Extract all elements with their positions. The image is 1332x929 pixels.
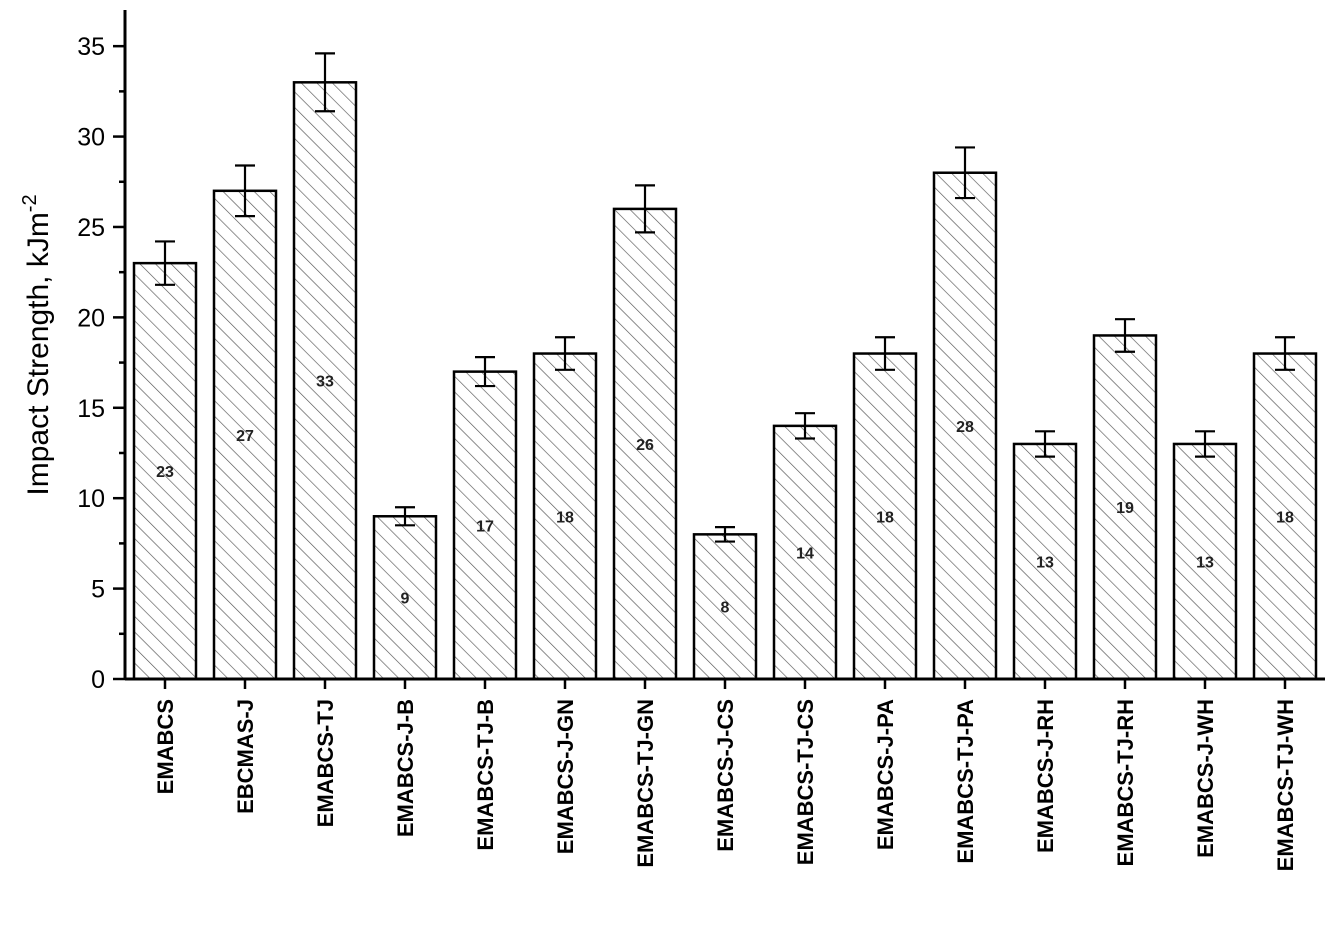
bar-11 xyxy=(932,171,998,681)
bar-3 xyxy=(292,81,358,681)
y-tick-label-30: 30 xyxy=(77,124,105,152)
y-tick-label-35: 35 xyxy=(77,33,105,61)
x-tick-label-11: EMABCS-TJ-PA xyxy=(953,699,978,864)
x-tick-label-13: EMABCS-TJ-RH xyxy=(1113,699,1138,866)
value-label-13: 19 xyxy=(1116,500,1134,517)
bar-1 xyxy=(132,261,198,681)
x-tick-label-15: EMABCS-TJ-WH xyxy=(1273,699,1298,871)
y-tick-label-25: 25 xyxy=(77,214,105,242)
x-tick-label-8: EMABCS-J-CS xyxy=(713,699,738,852)
x-tick-label-3: EMABCS-TJ xyxy=(313,699,338,827)
x-tick-label-10: EMABCS-J-PA xyxy=(873,699,898,850)
value-label-6: 18 xyxy=(556,509,574,526)
x-tick-label-1: EMABCS xyxy=(153,699,178,794)
bar-15 xyxy=(1252,352,1318,681)
y-tick-label-10: 10 xyxy=(77,485,105,513)
value-label-2: 27 xyxy=(236,428,254,445)
bar-14 xyxy=(1172,442,1238,681)
bar-8 xyxy=(692,533,758,681)
value-label-12: 13 xyxy=(1036,554,1054,571)
x-tick-label-14: EMABCS-J-WH xyxy=(1193,699,1218,858)
x-tick-label-7: EMABCS-TJ-GN xyxy=(633,699,658,868)
value-label-14: 13 xyxy=(1196,554,1214,571)
y-axis-title: Impact Strength, kJm-2 xyxy=(19,194,55,495)
value-label-5: 17 xyxy=(476,518,494,535)
x-tick-label-6: EMABCS-J-GN xyxy=(553,699,578,854)
y-tick-label-0: 0 xyxy=(91,666,105,694)
bar-7 xyxy=(612,207,678,681)
y-tick-label-15: 15 xyxy=(77,395,105,423)
y-tick-label-5: 5 xyxy=(91,576,105,604)
value-label-15: 18 xyxy=(1276,509,1294,526)
value-label-4: 9 xyxy=(401,591,410,608)
value-label-11: 28 xyxy=(956,419,974,436)
y-tick-label-20: 20 xyxy=(77,304,105,332)
x-tick-label-4: EMABCS-J-B xyxy=(393,699,418,837)
x-tick-label-2: EBCMAS-J xyxy=(233,699,258,814)
bar-9 xyxy=(772,424,838,681)
x-tick-label-5: EMABCS-TJ-B xyxy=(473,699,498,851)
value-label-3: 33 xyxy=(316,374,334,391)
value-label-1: 23 xyxy=(156,464,174,481)
x-tick-label-9: EMABCS-TJ-CS xyxy=(793,699,818,865)
plot-area: 23 27 33 9 17 18 26 8 14 18 28 13 19 13 18 0 5 10 15 20 25 30… xyxy=(77,10,1325,871)
bar-12 xyxy=(1012,442,1078,681)
value-label-10: 18 xyxy=(876,509,894,526)
value-label-9: 14 xyxy=(796,545,814,562)
x-tick-label-12: EMABCS-J-RH xyxy=(1033,699,1058,853)
value-label-7: 26 xyxy=(636,437,654,454)
value-label-8: 8 xyxy=(721,600,730,617)
